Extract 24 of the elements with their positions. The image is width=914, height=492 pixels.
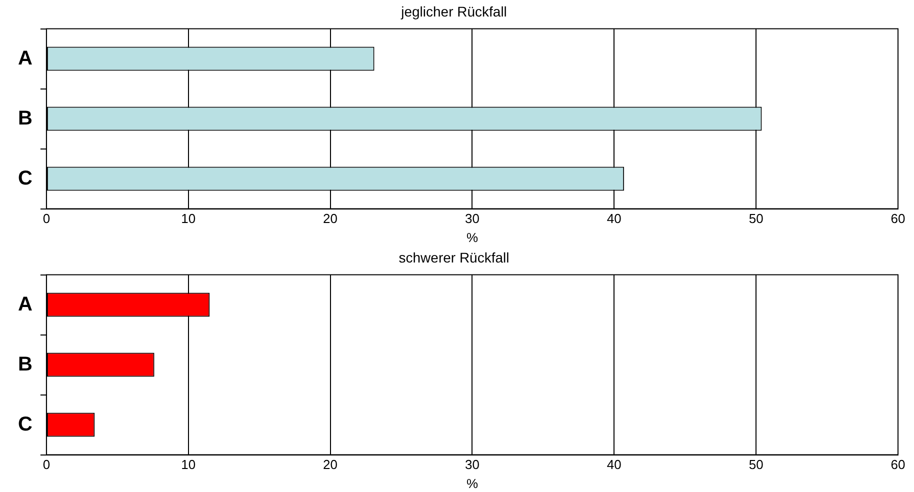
y-tick-label: B (18, 107, 32, 130)
y-tick-label: C (18, 413, 32, 436)
y-tick-label: A (18, 293, 32, 316)
x-tick-label: 10 (181, 211, 196, 226)
x-tick-label: 50 (748, 211, 764, 226)
x-tick-label: 40 (606, 211, 622, 226)
y-tick-label: A (18, 47, 32, 70)
x-tick-label: 40 (606, 457, 622, 472)
x-tick-label: 30 (464, 457, 480, 472)
chart-title: jeglicher Rückfall (400, 3, 507, 20)
x-tick-label: 50 (748, 457, 764, 472)
x-tick-label: 10 (181, 457, 196, 472)
x-tick-label: 0 (42, 211, 50, 226)
x-tick-label: 0 (42, 457, 50, 472)
y-tick-label: B (18, 353, 32, 376)
x-tick-label: 60 (890, 211, 906, 226)
x-tick-label: 60 (890, 457, 906, 472)
y-tick-label: C (18, 167, 32, 190)
x-tick-label: 20 (323, 457, 338, 472)
x-axis-title: % (466, 230, 478, 245)
x-tick-label: 20 (323, 211, 338, 226)
x-axis-title: % (466, 476, 478, 491)
chart-title: schwerer Rückfall (398, 249, 510, 266)
x-tick-label: 30 (464, 211, 480, 226)
